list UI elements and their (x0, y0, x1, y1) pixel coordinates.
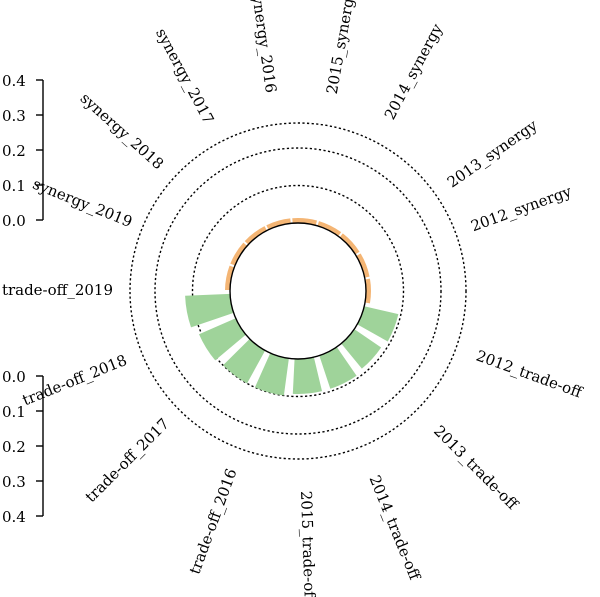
synergy-tick-label: 0.0 (2, 212, 26, 230)
bar (357, 306, 399, 342)
bar (356, 253, 370, 278)
category-label: trade-off_2018 (20, 351, 130, 409)
category-label: 2015_synergy (323, 0, 359, 95)
category-label: synergy_2019 (30, 175, 135, 231)
bar (317, 221, 342, 237)
category-label: trade-off_2016 (186, 466, 241, 577)
bar (319, 346, 357, 389)
bar (244, 226, 267, 245)
category-label: 2015_trade-off (297, 491, 319, 597)
tradeoff-axis: 0.0 0.1 0.2 0.3 0.4 (2, 368, 44, 526)
bars (185, 218, 399, 396)
synergy-tick-label: 0.1 (2, 177, 26, 195)
bar (341, 329, 382, 369)
synergy-tick-label: 0.3 (2, 107, 26, 125)
tradeoff-tick-label: 0.2 (2, 438, 26, 456)
inner-circle (229, 222, 367, 360)
category-label: trade-off_2019 (2, 281, 113, 299)
category-label: 2012_trade-off (474, 347, 586, 402)
bar (199, 318, 246, 361)
reference-rings (129, 122, 467, 460)
bar (223, 338, 266, 384)
category-label: synergy_2016 (248, 0, 281, 94)
category-label: trade-off_2017 (82, 415, 173, 506)
bar (225, 265, 235, 291)
reference-ring (191, 184, 405, 398)
bar (292, 357, 323, 394)
category-label: 2014_trade-off (366, 473, 425, 584)
tradeoff-tick-label: 0.0 (2, 368, 26, 386)
bar (365, 278, 371, 304)
category-label: 2013_synergy (444, 116, 541, 192)
category-label: synergy_2017 (152, 25, 217, 127)
reference-ring (129, 122, 467, 460)
bar (254, 353, 289, 396)
synergy-axis: 0.4 0.3 0.2 0.1 0.0 (2, 72, 44, 230)
tradeoff-tick-label: 0.4 (2, 508, 26, 526)
bar (339, 233, 360, 255)
category-label: 2012_synergy (468, 182, 574, 235)
category-label: 2014_synergy (381, 20, 447, 122)
category-label: synergy_2018 (77, 89, 168, 173)
category-label: 2013_trade-off (430, 422, 522, 514)
bar (230, 242, 248, 266)
tradeoff-tick-label: 0.1 (2, 403, 26, 421)
tradeoff-tick-label: 0.3 (2, 473, 26, 491)
synergy-tick-label: 0.4 (2, 72, 26, 90)
bar (266, 218, 291, 230)
bar (185, 293, 234, 328)
reference-ring (154, 147, 442, 435)
synergy-tick-label: 0.2 (2, 142, 26, 160)
